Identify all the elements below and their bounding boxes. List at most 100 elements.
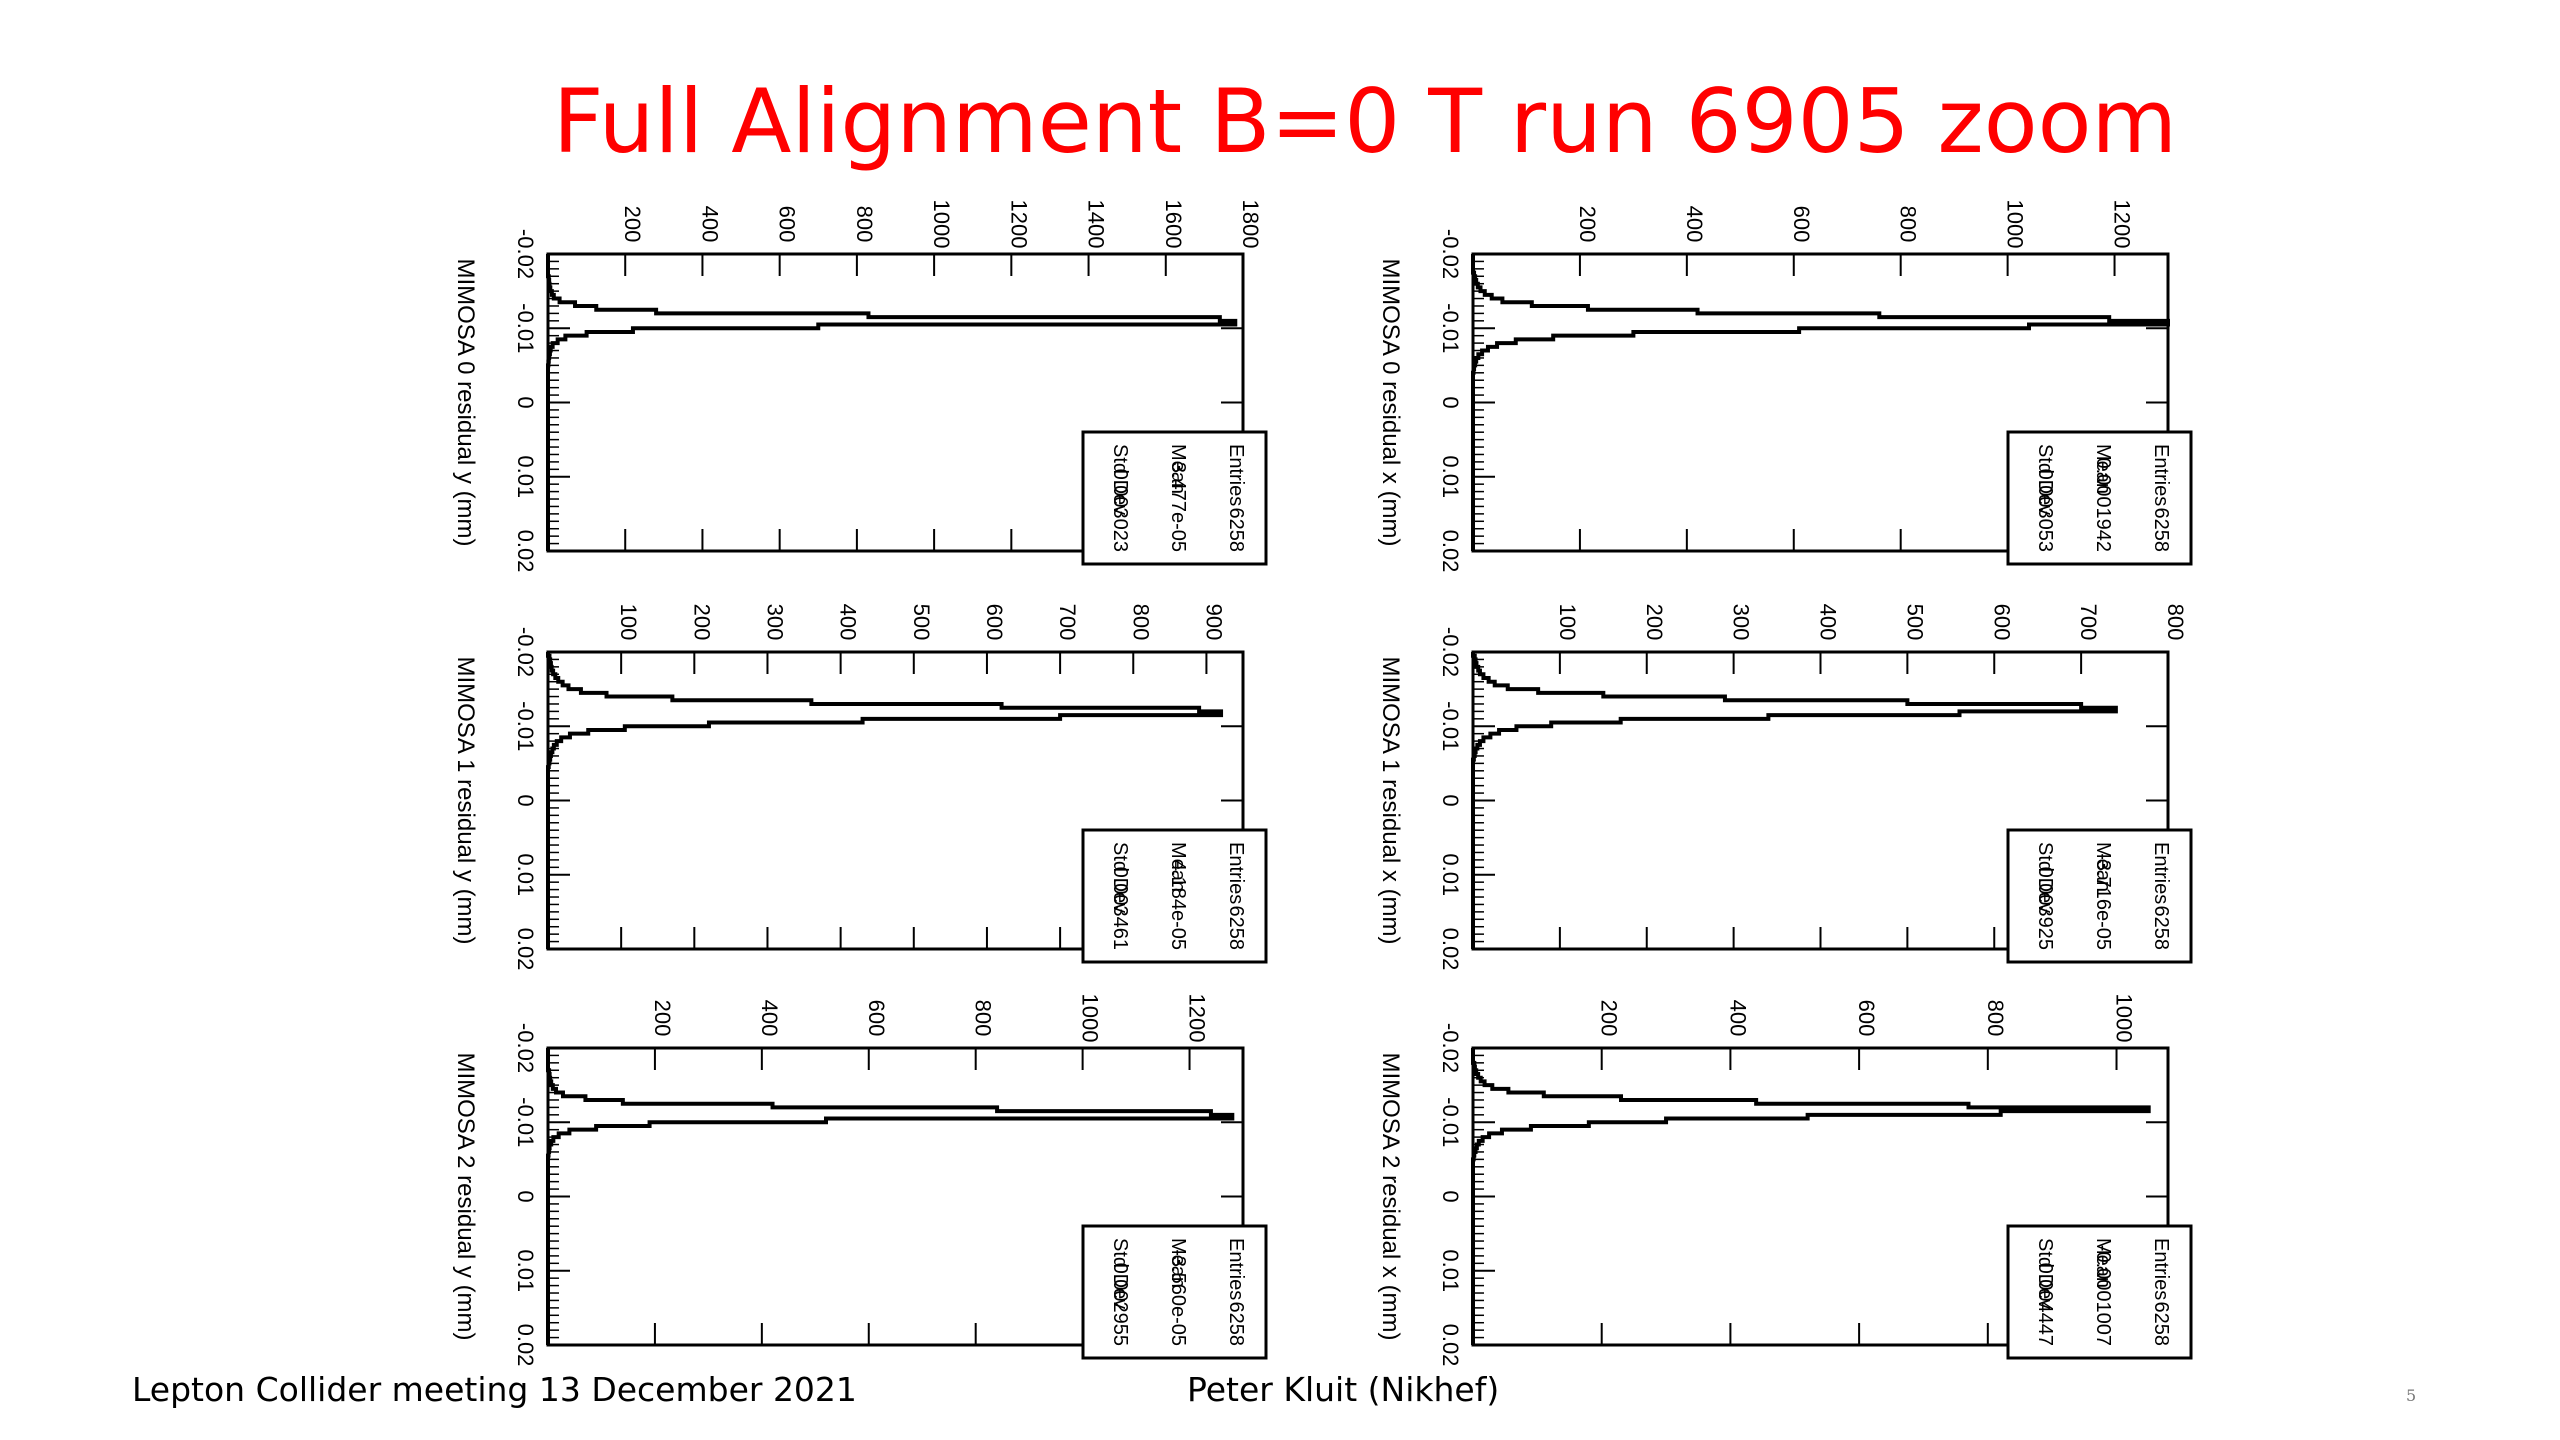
stats-value: -3.716e-05 bbox=[2092, 853, 2114, 950]
x-axis-title: MIMOSA 0 residual x (mm) bbox=[1377, 258, 1404, 546]
y-tick-label: 1000 bbox=[929, 200, 954, 249]
x-tick-label: -0.02 bbox=[513, 229, 538, 279]
footer-meeting: Lepton Collider meeting 13 December 2021 bbox=[132, 1370, 857, 1409]
x-tick-label: -0.01 bbox=[513, 303, 538, 353]
y-tick-label: 600 bbox=[982, 604, 1007, 641]
y-tick-label: 1000 bbox=[2112, 994, 2137, 1043]
y-tick-label: 400 bbox=[697, 206, 722, 243]
x-tick-label: -0.01 bbox=[513, 701, 538, 751]
stats-label: Mean bbox=[2092, 1238, 2114, 1288]
y-tick-label: 1800 bbox=[1238, 200, 1263, 249]
y-tick-label: 100 bbox=[616, 604, 641, 641]
y-tick-label: 500 bbox=[1902, 604, 1927, 641]
stats-label: Mean bbox=[1167, 444, 1189, 494]
histogram-panel: -0.02 -0.01 0 0.01 0.02 200 400 600 800 1000 1200 1… bbox=[452, 200, 1268, 573]
y-tick-label: 700 bbox=[2076, 604, 2101, 641]
y-tick-label: 200 bbox=[1575, 206, 1600, 243]
stats-label: Std Dev bbox=[1109, 842, 1131, 913]
x-tick-label: -0.01 bbox=[1438, 1097, 1463, 1147]
stats-value: 0.003053 bbox=[2034, 469, 2056, 552]
stats-value: 0.003461 bbox=[1109, 867, 1131, 950]
stats-value: 6258 bbox=[1225, 508, 1247, 553]
y-tick-label: 800 bbox=[1896, 206, 1921, 243]
stats-value: 6258 bbox=[2150, 508, 2172, 553]
y-tick-label: 400 bbox=[1725, 1000, 1750, 1037]
stats-value: 0.003023 bbox=[1109, 469, 1131, 552]
y-tick-label: 800 bbox=[971, 1000, 996, 1037]
stats-label: Entries bbox=[2150, 1238, 2172, 1300]
x-tick-label: 0 bbox=[1438, 1190, 1463, 1202]
y-tick-label: 200 bbox=[1642, 604, 1667, 641]
stats-label: Std Dev bbox=[1109, 444, 1131, 515]
histogram-panel: -0.02 -0.01 0 0.01 0.02 100 200 300 400 500 600 700… bbox=[1377, 604, 2193, 970]
histogram-outline bbox=[1471, 652, 2118, 949]
histogram-panel: -0.02 -0.01 0 0.01 0.02 200 400 600 800 1000 1200 M… bbox=[1377, 200, 2193, 572]
y-tick-label: 400 bbox=[836, 604, 861, 641]
histogram-panel: -0.02 -0.01 0 0.01 0.02 200 400 600 800 1000 1200 M… bbox=[452, 994, 1268, 1366]
x-tick-label: 0 bbox=[513, 396, 538, 408]
stats-frame bbox=[2006, 430, 2193, 566]
x-tick-label: 0.01 bbox=[513, 1249, 538, 1292]
y-tick-label: 400 bbox=[1816, 604, 1841, 641]
stats-value: 0.003925 bbox=[2034, 867, 2056, 950]
stats-value: 3.477e-05 bbox=[1167, 462, 1189, 552]
page-number: 5 bbox=[2406, 1386, 2417, 1405]
histogram-outline bbox=[546, 652, 1224, 949]
stats-value: 4.184e-05 bbox=[1167, 860, 1189, 950]
y-tick-label: 400 bbox=[757, 1000, 782, 1037]
y-tick-label: 1200 bbox=[2110, 200, 2135, 249]
x-tick-label: 0.01 bbox=[513, 455, 538, 498]
x-tick-label: -0.02 bbox=[1438, 627, 1463, 677]
stats-label: Mean bbox=[2092, 444, 2114, 494]
stats-frame bbox=[1081, 828, 1268, 964]
x-tick-label: -0.01 bbox=[1438, 701, 1463, 751]
x-tick-label: 0.02 bbox=[513, 530, 538, 573]
y-tick-label: 200 bbox=[1597, 1000, 1622, 1037]
histogram-panel: -0.02 -0.01 0 0.01 0.02 200 400 600 800 1000 MIMOS… bbox=[1377, 994, 2193, 1366]
y-tick-label: 600 bbox=[1789, 206, 1814, 243]
y-tick-label: 1600 bbox=[1161, 200, 1186, 249]
x-tick-label: 0 bbox=[513, 794, 538, 806]
y-tick-label: 1200 bbox=[1006, 200, 1031, 249]
stats-frame bbox=[1081, 1224, 1268, 1360]
x-axis-title: MIMOSA 2 residual y (mm) bbox=[452, 1052, 479, 1340]
stats-value: 6258 bbox=[2150, 1302, 2172, 1347]
y-tick-label: 600 bbox=[1989, 604, 2014, 641]
stats-label: Std Dev bbox=[2034, 444, 2056, 515]
histogram-outline bbox=[1471, 1048, 2151, 1345]
stats-value: 6258 bbox=[2150, 906, 2172, 951]
x-tick-label: -0.02 bbox=[513, 1023, 538, 1073]
footer-author: Peter Kluit (Nikhef) bbox=[1187, 1370, 1500, 1409]
stats-label: Entries bbox=[1225, 1238, 1247, 1300]
y-tick-label: 100 bbox=[1555, 604, 1580, 641]
y-tick-label: 900 bbox=[1201, 604, 1226, 641]
stats-label: Mean bbox=[2092, 842, 2114, 892]
stats-label: Entries bbox=[1225, 444, 1247, 506]
y-tick-label: 1000 bbox=[2003, 200, 2028, 249]
stats-value: 6258 bbox=[1225, 906, 1247, 951]
x-axis-title: MIMOSA 1 residual x (mm) bbox=[1377, 656, 1404, 944]
stats-label: Mean bbox=[1167, 1238, 1189, 1288]
x-tick-label: -0.01 bbox=[513, 1097, 538, 1147]
y-tick-label: 1200 bbox=[1185, 994, 1210, 1043]
stats-label: Std Dev bbox=[2034, 1238, 2056, 1309]
stats-frame bbox=[2006, 1224, 2193, 1360]
stats-value: 0.004447 bbox=[2034, 1263, 2056, 1346]
y-tick-label: 800 bbox=[1128, 604, 1153, 641]
histogram-outline bbox=[546, 254, 1238, 551]
y-tick-label: 200 bbox=[689, 604, 714, 641]
stats-label: Std Dev bbox=[1109, 1238, 1131, 1309]
y-tick-label: 800 bbox=[852, 206, 877, 243]
y-tick-label: 1400 bbox=[1084, 200, 1109, 249]
stats-frame bbox=[1081, 430, 1268, 566]
x-tick-label: -0.02 bbox=[1438, 1023, 1463, 1073]
x-tick-label: 0.01 bbox=[513, 853, 538, 896]
x-tick-label: 0.01 bbox=[1438, 455, 1463, 498]
stats-value: 0.0001942 bbox=[2092, 457, 2114, 552]
y-tick-label: 300 bbox=[1729, 604, 1754, 641]
